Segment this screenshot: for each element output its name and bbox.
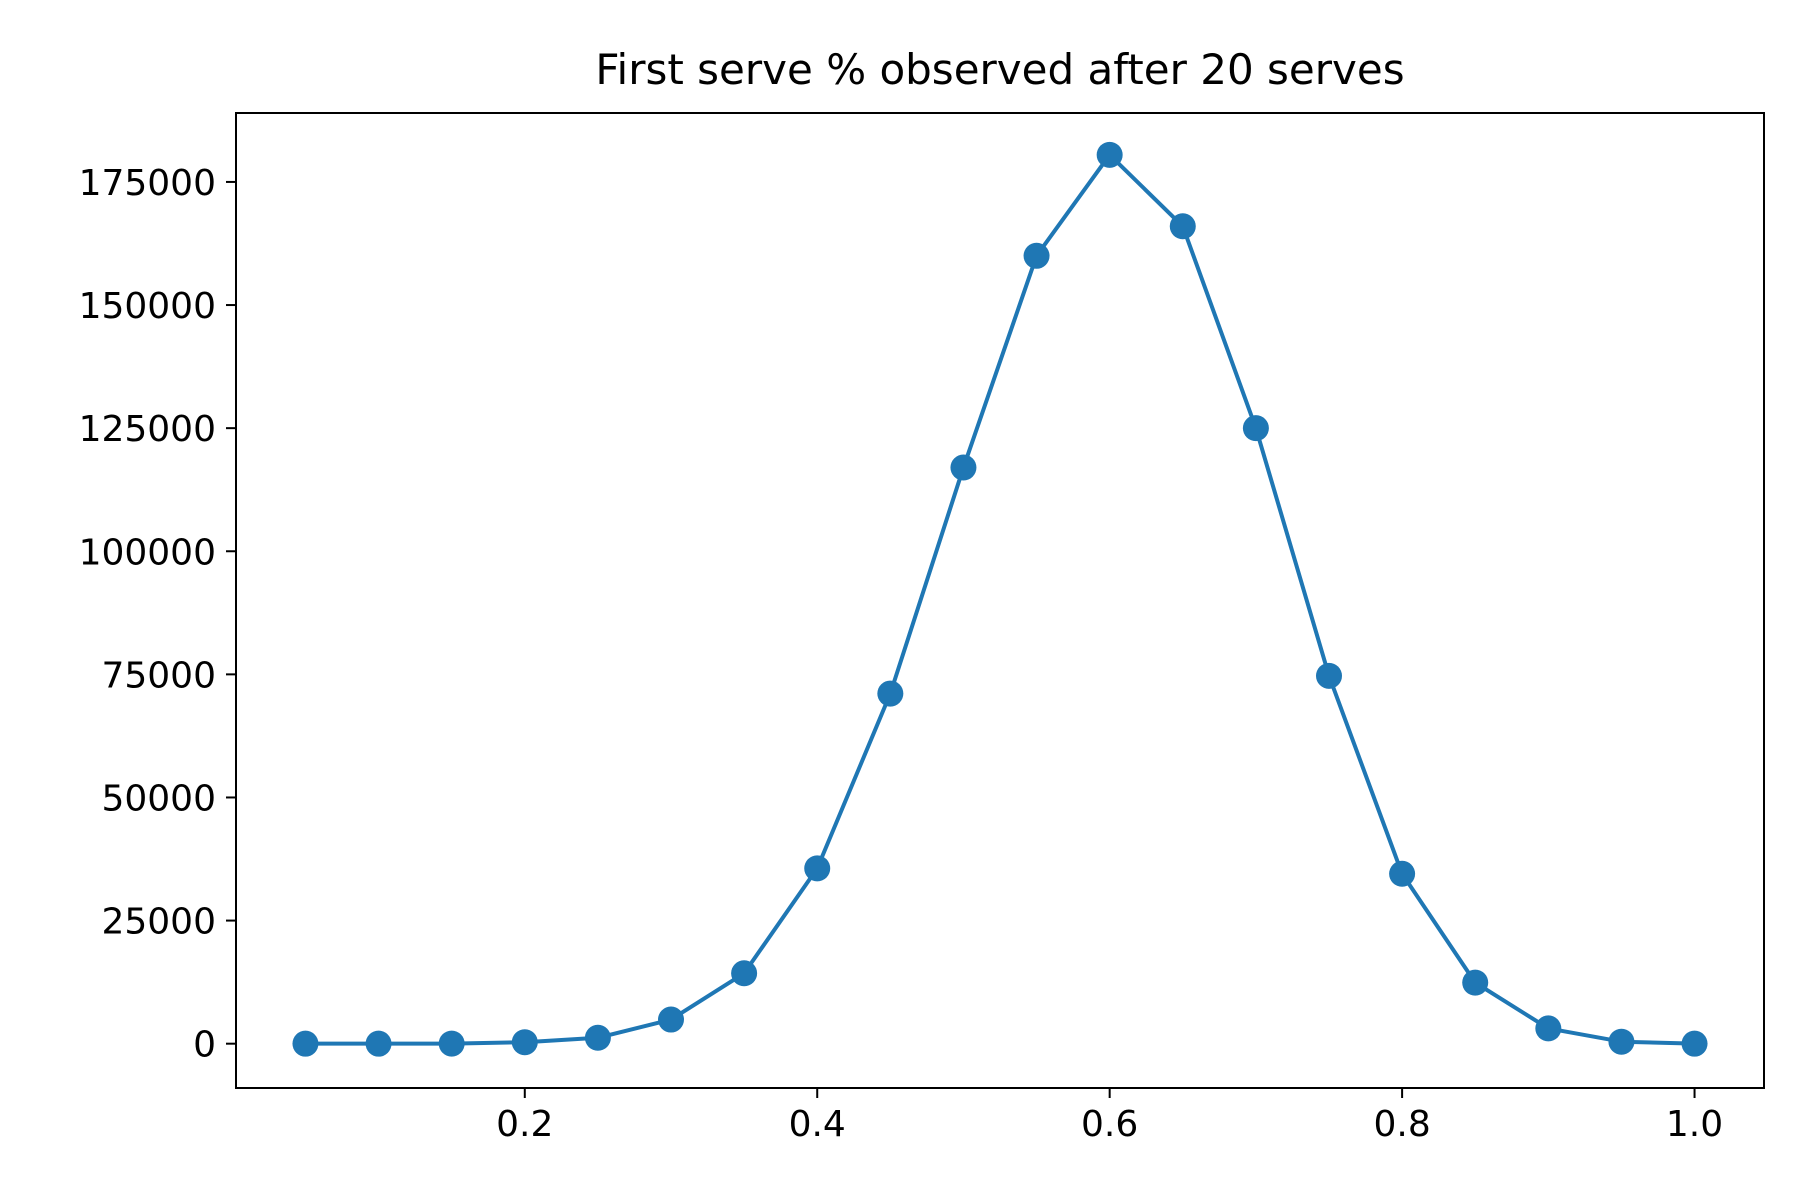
data-point — [731, 960, 758, 987]
data-point — [584, 1024, 611, 1051]
data-point — [1096, 141, 1123, 168]
y-tick-label: 125000 — [79, 409, 216, 450]
data-point — [1023, 242, 1050, 269]
series-layer — [292, 141, 1708, 1057]
y-tick-label: 150000 — [79, 286, 216, 327]
data-point — [1389, 860, 1416, 887]
data-point — [511, 1029, 538, 1056]
y-tick-label: 0 — [193, 1025, 216, 1066]
series-line — [305, 152, 1695, 1046]
data-point — [877, 680, 904, 707]
x-tick-label: 0.2 — [496, 1104, 553, 1145]
data-point — [1242, 415, 1269, 442]
data-point — [658, 1006, 685, 1033]
data-point — [1169, 213, 1196, 240]
data-point — [1535, 1015, 1562, 1042]
data-point — [1462, 969, 1489, 996]
data-point — [950, 454, 977, 481]
data-point — [804, 855, 831, 882]
y-tick-label: 50000 — [101, 778, 216, 819]
data-point — [1608, 1028, 1635, 1055]
y-tick-label: 100000 — [79, 532, 216, 573]
y-tick-label: 75000 — [101, 655, 216, 696]
x-tick-label: 0.8 — [1373, 1104, 1430, 1145]
data-point — [438, 1030, 465, 1057]
axes: 0.2 0.4 0.6 0.8 1.0 0 25000 50000 75000 100000 125… — [79, 163, 1724, 1145]
y-tick-label: 175000 — [79, 163, 216, 204]
x-tick-label: 0.4 — [789, 1104, 846, 1145]
data-point — [292, 1030, 319, 1057]
y-tick-label: 25000 — [101, 902, 216, 943]
plot-frame — [235, 112, 1765, 1089]
x-tick-label: 1.0 — [1666, 1104, 1723, 1145]
data-point — [1315, 662, 1342, 689]
data-point — [1681, 1030, 1708, 1057]
x-tick-label: 0.6 — [1081, 1104, 1138, 1145]
data-point — [365, 1030, 392, 1057]
chart-title: First serve % observed after 20 serves — [595, 45, 1404, 94]
